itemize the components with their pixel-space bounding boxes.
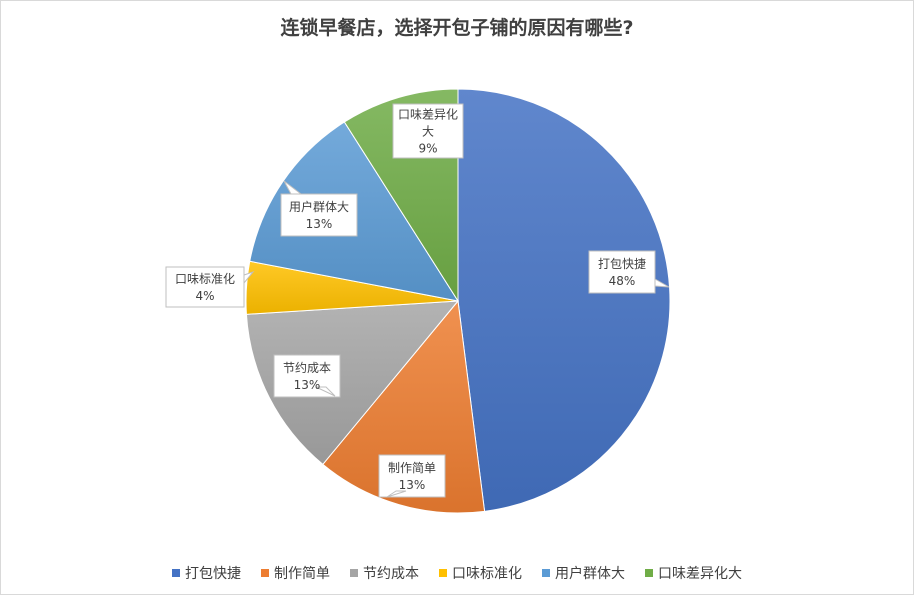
data-label-box [165, 266, 245, 308]
pie-slice-1 [457, 88, 671, 512]
data-label-category: 打包快捷 [598, 257, 646, 271]
data-label-category: 制作简单 [388, 461, 436, 475]
legend-item-1: 打包快捷 [172, 563, 241, 583]
legend-item-2: 制作简单 [261, 563, 330, 583]
legend-swatch [439, 569, 447, 577]
legend-item-6: 口味差异化大 [645, 563, 742, 583]
data-label-value: 9% [418, 142, 437, 156]
data-label-category: 节约成本 [283, 360, 331, 375]
data-label-value: 48% [609, 274, 636, 288]
data-label-pointer [386, 490, 407, 498]
data-label-5: 用户群体大 13% [280, 180, 358, 237]
pie-slice-3 [245, 300, 460, 466]
data-label-pointer [654, 278, 670, 288]
data-label-pointer [315, 386, 336, 397]
legend-swatch [350, 569, 358, 577]
data-label-category: 用户群体大 [289, 199, 349, 214]
chart-title: 连锁早餐店，选择开包子铺的原因有哪些? [280, 17, 634, 39]
data-label-category: 口味差异化 [398, 108, 458, 122]
data-label-box [588, 250, 656, 294]
legend-swatch [542, 569, 550, 577]
data-label-pointer [283, 180, 303, 195]
data-label-category: 口味标准化 [175, 272, 235, 286]
data-label-box [378, 454, 446, 498]
legend-label: 打包快捷 [185, 566, 241, 582]
data-label-pointer [243, 270, 255, 285]
legend-label: 口味差异化大 [658, 566, 742, 582]
data-label-value: 13% [399, 478, 426, 492]
data-label-6: 口味差异化大 9% [392, 103, 464, 159]
legend-item-4: 口味标准化 [439, 563, 522, 583]
data-label-1: 打包快捷 48% [588, 250, 670, 294]
legend-swatch [261, 569, 269, 577]
data-label-4: 口味标准化 4% [165, 266, 255, 308]
data-label-box [392, 103, 464, 159]
data-label-value: 4% [195, 289, 214, 303]
pie-plot-area: 打包快捷 48% 制作简单 13% 节约成本 13% 口味标准化 4% 用户群体大 13% 口味差异… [165, 88, 671, 514]
data-label-value: 13% [306, 217, 333, 231]
legend-label: 口味标准化 [452, 566, 522, 582]
legend-item-5: 用户群体大 [542, 563, 625, 583]
data-label-box [280, 193, 358, 237]
legend-label: 用户群体大 [555, 566, 625, 582]
data-label-2: 制作简单 13% [378, 454, 446, 498]
chart-legend: 打包快捷 制作简单 节约成本 口味标准化 用户群体大 口味差异化大 [1, 563, 913, 583]
data-label-value: 13% [294, 378, 321, 392]
legend-label: 制作简单 [274, 566, 330, 582]
data-label-category: 大 [422, 125, 434, 139]
legend-item-3: 节约成本 [350, 563, 419, 583]
legend-swatch [645, 569, 653, 577]
legend-swatch [172, 569, 180, 577]
data-label-3: 节约成本 13% [273, 354, 341, 398]
legend-label: 节约成本 [363, 566, 419, 582]
